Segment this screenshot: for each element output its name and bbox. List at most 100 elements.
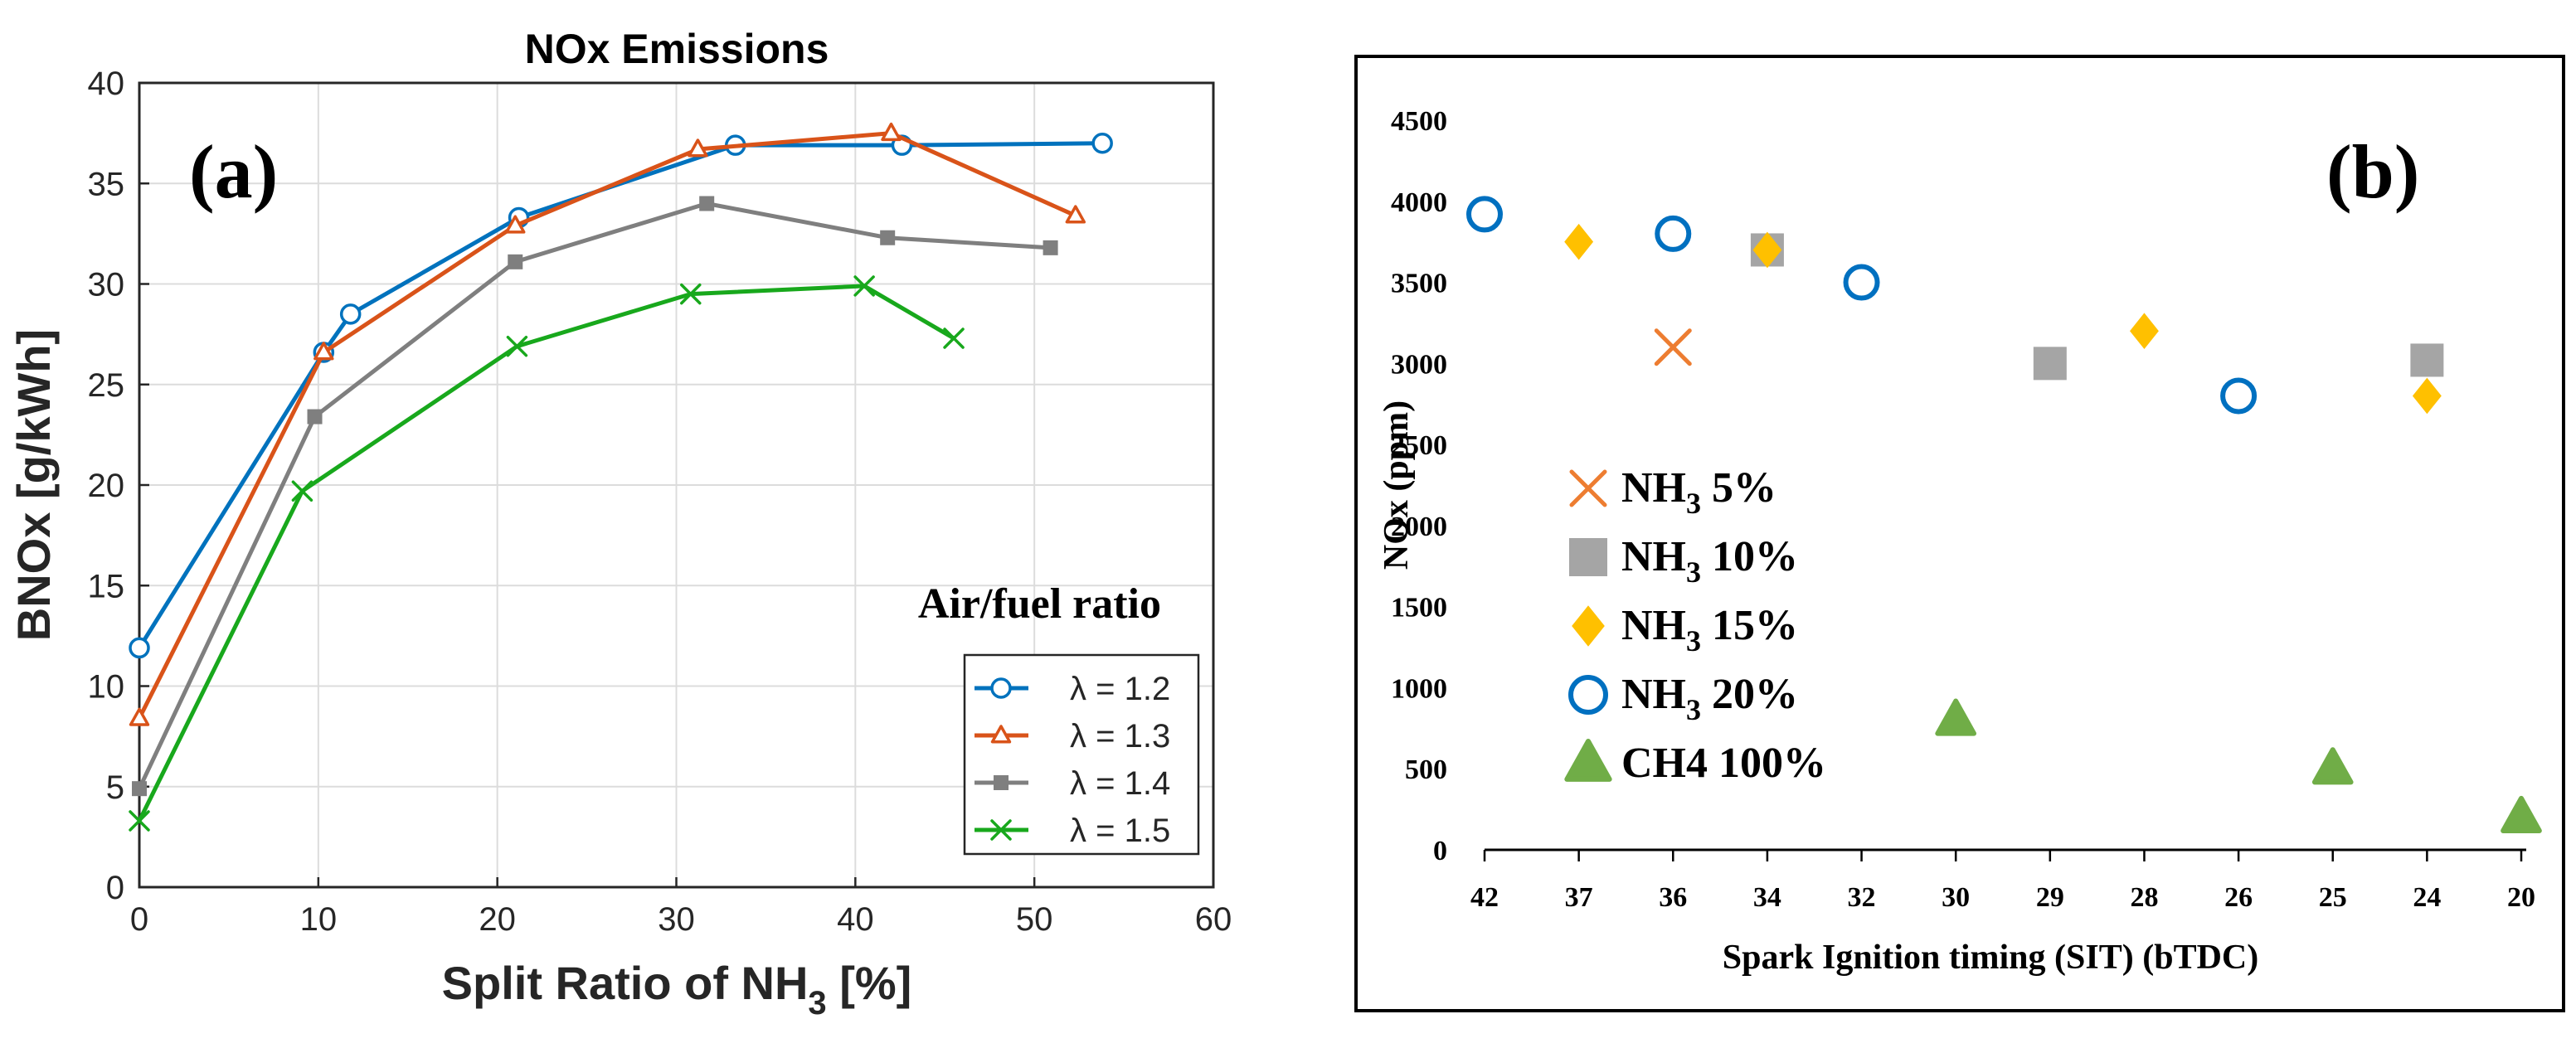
chart-a-legend-label: λ = 1.3 bbox=[1070, 718, 1170, 754]
chart-b-xlabel: Spark Ignition timing (SIT) (bTDC) bbox=[1723, 939, 2258, 977]
chart-a-xtick-label: 60 bbox=[1195, 901, 1232, 938]
chart-b-point bbox=[1564, 223, 1594, 260]
chart-a-point bbox=[129, 810, 150, 832]
chart-a-xtick-label: 0 bbox=[130, 901, 148, 938]
chart-b-legend-label-tail: 10% bbox=[1701, 533, 1798, 580]
chart-b-legend: NH3 5%NH3 10%NH3 15%NH3 20%CH4 100% bbox=[1564, 464, 1826, 787]
chart-b-point bbox=[2130, 313, 2159, 350]
chart-b-ytick-label: 2000 bbox=[1391, 512, 1447, 542]
chart-a-legend-item-1: λ = 1.2 bbox=[975, 671, 1170, 707]
chart-a-legend-marker bbox=[990, 725, 1012, 744]
chart-a-legend-marker bbox=[990, 677, 1012, 699]
chart-a-ytick-label: 5 bbox=[106, 769, 124, 806]
chart-b-legend-label-sub: 3 bbox=[1686, 624, 1701, 657]
chart-a-point bbox=[881, 122, 902, 142]
chart-a-point bbox=[688, 138, 708, 158]
chart-b-legend-label: CH4 100% bbox=[1621, 740, 1826, 787]
chart-b-xtick-label: 34 bbox=[1753, 882, 1781, 913]
chart-b-legend-label-main: CH4 100% bbox=[1621, 740, 1826, 787]
chart-a-point bbox=[129, 707, 150, 726]
chart-b-legend-item-nh3-10: NH3 10% bbox=[1569, 533, 1798, 589]
chart-a-legend-label: λ = 1.2 bbox=[1070, 671, 1170, 707]
chart-b-xtick-label: 30 bbox=[1942, 882, 1970, 913]
chart-a-ytick-label: 15 bbox=[88, 568, 125, 604]
chart-b-xtick-label: 42 bbox=[1470, 882, 1499, 913]
chart-b-legend-label-tail: 5% bbox=[1701, 464, 1776, 512]
chart-b-ytick-label: 3000 bbox=[1391, 349, 1447, 380]
chart-a-ytick-label: 30 bbox=[88, 267, 125, 303]
chart-b-xtick-label: 25 bbox=[2319, 882, 2347, 913]
chart-a-series-line bbox=[137, 131, 1077, 720]
chart-b-legend-label-tail: 15% bbox=[1701, 602, 1798, 649]
chart-a-point bbox=[506, 335, 528, 357]
chart-b-legend-marker bbox=[1564, 739, 1612, 782]
chart-b-series-5 bbox=[1935, 698, 2542, 833]
chart-a-point bbox=[943, 328, 965, 349]
chart-a-xtick-label: 40 bbox=[837, 901, 874, 938]
chart-b-legend-label-main: NH bbox=[1621, 671, 1686, 718]
chart-b-ylabel: NOx (ppm) bbox=[1378, 400, 1416, 570]
chart-b-ytick-label: 0 bbox=[1433, 836, 1447, 866]
chart-a-panel-label: (a) bbox=[189, 129, 278, 214]
chart-b-ytick-label: 4500 bbox=[1391, 106, 1447, 137]
chart-b-legend-item-nh3-20: NH3 20% bbox=[1568, 671, 1798, 726]
chart-b-ytick-label: 4000 bbox=[1391, 187, 1447, 218]
chart-b-xtick-label: 29 bbox=[2036, 882, 2064, 913]
chart-b-axes: 42 37 36 34 32 30 29 28 26 25 24 20 0 500 1000 1500 2000… bbox=[1391, 106, 2535, 913]
chart-b-series-4 bbox=[1466, 196, 2258, 415]
chart-b-point bbox=[2410, 343, 2444, 377]
chart-a-series-line bbox=[137, 201, 1051, 790]
chart-a-ylabel: BNOx [g/kWh] bbox=[7, 329, 60, 641]
chart-b-point bbox=[2220, 377, 2258, 415]
chart-a-series-4 bbox=[129, 275, 965, 832]
chart-b-legend-label-main: NH bbox=[1621, 533, 1686, 580]
chart-a-legend-marker bbox=[994, 775, 1009, 790]
chart-b-xtick-label: 24 bbox=[2413, 882, 2441, 913]
chart-a-point bbox=[853, 275, 875, 297]
chart-b-point bbox=[1843, 264, 1880, 301]
chart-b-point bbox=[2501, 795, 2542, 833]
chart-a-point bbox=[699, 196, 715, 211]
chart-a-point bbox=[1091, 133, 1113, 154]
chart-a-point bbox=[313, 342, 334, 361]
chart-b-point bbox=[2033, 347, 2067, 381]
chart-b-series-1 bbox=[1654, 328, 1692, 366]
chart-b-legend-label: NH3 5% bbox=[1621, 464, 1776, 520]
chart-a-point bbox=[1043, 240, 1058, 255]
chart-b-legend-marker bbox=[1569, 469, 1607, 507]
chart-b-legend-label-tail: 20% bbox=[1701, 671, 1798, 718]
chart-a-point bbox=[132, 781, 147, 797]
chart-b-ytick-label: 1000 bbox=[1391, 673, 1447, 704]
chart-a-series-3 bbox=[132, 196, 1058, 797]
chart-a-ytick-label: 35 bbox=[88, 166, 125, 202]
chart-b-point bbox=[2311, 747, 2354, 785]
chart-a-series-line bbox=[137, 284, 955, 822]
chart-b-xtick-label: 36 bbox=[1659, 882, 1687, 913]
chart-b-panel-label: (b) bbox=[2326, 129, 2419, 214]
chart-b-point bbox=[2412, 377, 2442, 415]
chart-a-ticks: 0 10 20 30 40 50 60 0 5 10 15 20 25 30 35 40 bbox=[88, 66, 1232, 938]
chart-b-ytick-label: 500 bbox=[1405, 754, 1447, 785]
chart-a-point bbox=[505, 215, 526, 234]
chart-a-point bbox=[680, 283, 702, 305]
chart-a-ytick-label: 40 bbox=[88, 66, 125, 102]
chart-a-xlabel-sub: 3 bbox=[808, 985, 826, 1021]
chart-a-point bbox=[129, 637, 150, 659]
chart-a-xtick-label: 20 bbox=[479, 901, 516, 938]
chart-a-point bbox=[880, 230, 896, 245]
chart-b-point bbox=[1654, 328, 1692, 366]
chart-a-legend-label: λ = 1.4 bbox=[1070, 765, 1170, 802]
chart-a-point bbox=[307, 409, 323, 425]
chart-a-title: NOx Emissions bbox=[525, 26, 829, 72]
chart-a-legend-marker bbox=[990, 819, 1012, 841]
chart-b-ytick-label: 3500 bbox=[1391, 269, 1447, 299]
chart-a-xlabel-tail: [%] bbox=[827, 957, 912, 1009]
chart-b-legend-label: NH3 15% bbox=[1621, 602, 1798, 657]
chart-b-legend-label-sub: 3 bbox=[1686, 693, 1701, 726]
chart-b-series bbox=[1466, 196, 2542, 833]
chart-a-xlabel: Split Ratio of NH3 [%] bbox=[442, 957, 912, 1021]
chart-a-xlabel-main: Split Ratio of NH bbox=[442, 957, 809, 1009]
chart-b-legend-label-sub: 3 bbox=[1686, 487, 1701, 520]
chart-b-xtick-label: 20 bbox=[2507, 882, 2535, 913]
chart-b-xtick-label: 32 bbox=[1848, 882, 1876, 913]
